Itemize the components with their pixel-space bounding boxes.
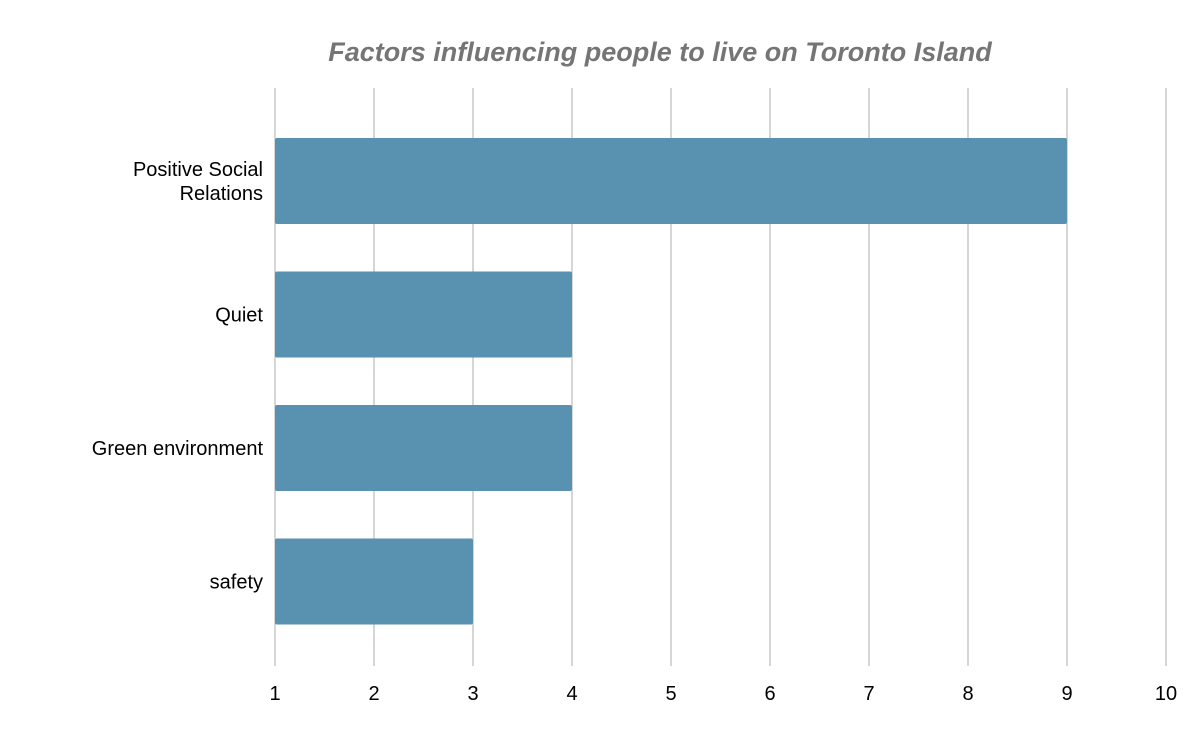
x-tick-label: 4: [566, 683, 577, 705]
chart-title: Factors influencing people to live on To…: [328, 37, 992, 67]
bar: [275, 405, 572, 491]
category-label: safety: [210, 572, 263, 594]
bar: [275, 538, 473, 625]
x-tick-label: 7: [863, 683, 874, 705]
x-tick-label: 3: [467, 683, 478, 705]
x-tick-label: 10: [1155, 683, 1177, 705]
x-tick-label: 6: [764, 683, 775, 705]
bar: [275, 271, 572, 358]
category-label: Positive Social Relations: [133, 159, 263, 205]
bar: [275, 138, 1067, 224]
category-label: Quiet: [215, 305, 263, 327]
category-labels: Positive Social Relations Quiet Green envir…: [92, 159, 264, 594]
x-tick-label: 1: [269, 683, 280, 705]
x-tick-label: 5: [665, 683, 676, 705]
bars: [275, 138, 1067, 625]
category-label: Green environment: [92, 438, 264, 460]
x-tick-label: 2: [368, 683, 379, 705]
x-tick-label: 8: [962, 683, 973, 705]
x-axis-tick-labels: 1 2 3 4 5 6 7 8 9 10: [269, 683, 1177, 705]
x-tick-label: 9: [1061, 683, 1072, 705]
